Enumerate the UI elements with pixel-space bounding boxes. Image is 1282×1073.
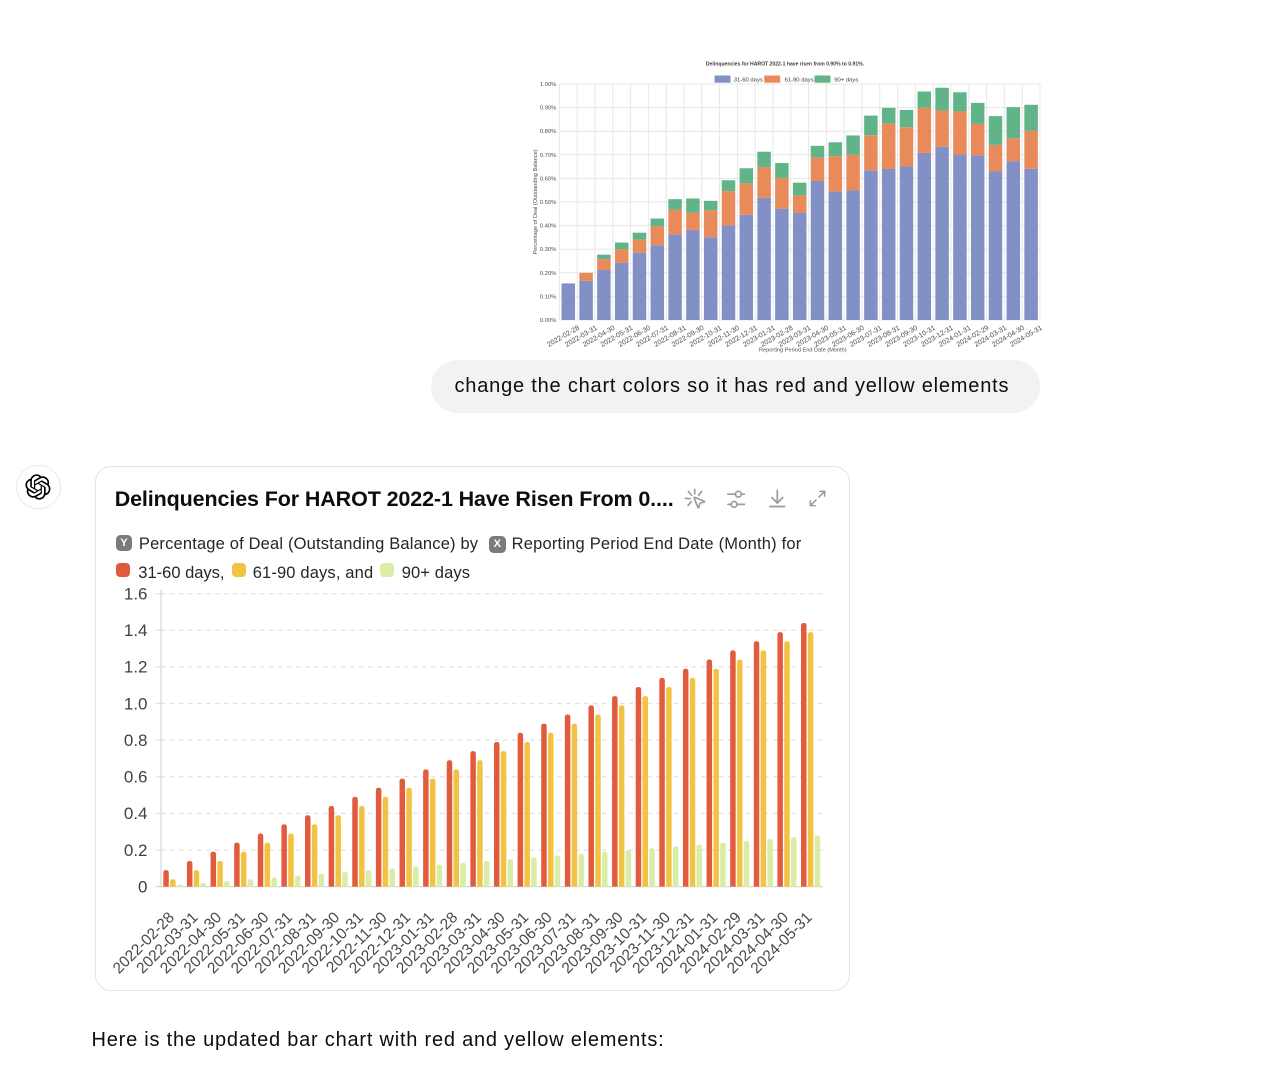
svg-text:0.2: 0.2 — [124, 841, 148, 860]
svg-text:1.0: 1.0 — [124, 694, 148, 713]
svg-text:0.30%: 0.30% — [540, 247, 557, 253]
svg-text:0.4: 0.4 — [124, 804, 148, 823]
svg-text:1.4: 1.4 — [124, 621, 148, 640]
svg-text:Delinquencies for HAROT 2022-1: Delinquencies for HAROT 2022-1 have rise… — [706, 62, 865, 68]
svg-text:1.6: 1.6 — [124, 585, 148, 603]
svg-text:1.2: 1.2 — [124, 658, 148, 677]
svg-text:0.40%: 0.40% — [540, 224, 557, 230]
svg-text:Percentage of Deal (Outstandin: Percentage of Deal (Outstanding Balance) — [533, 149, 539, 254]
svg-text:0.00%: 0.00% — [540, 318, 557, 324]
svg-text:61-90 days: 61-90 days — [785, 78, 814, 84]
svg-text:0.80%: 0.80% — [540, 129, 557, 135]
svg-text:1.00%: 1.00% — [540, 82, 557, 88]
svg-text:31-60 days: 31-60 days — [734, 78, 763, 84]
svg-text:0.6: 0.6 — [124, 768, 148, 787]
svg-text:0.8: 0.8 — [124, 731, 148, 750]
svg-text:0.90%: 0.90% — [540, 106, 557, 112]
svg-text:0.20%: 0.20% — [540, 271, 557, 277]
svg-text:0.70%: 0.70% — [540, 153, 557, 159]
svg-text:Reporting Period End Date (Mon: Reporting Period End Date (Month) — [759, 348, 847, 354]
svg-text:0.10%: 0.10% — [540, 294, 557, 300]
svg-text:0.50%: 0.50% — [540, 200, 557, 206]
svg-text:90+ days: 90+ days — [834, 78, 858, 84]
svg-text:0.60%: 0.60% — [540, 176, 557, 182]
svg-text:0: 0 — [138, 877, 147, 896]
